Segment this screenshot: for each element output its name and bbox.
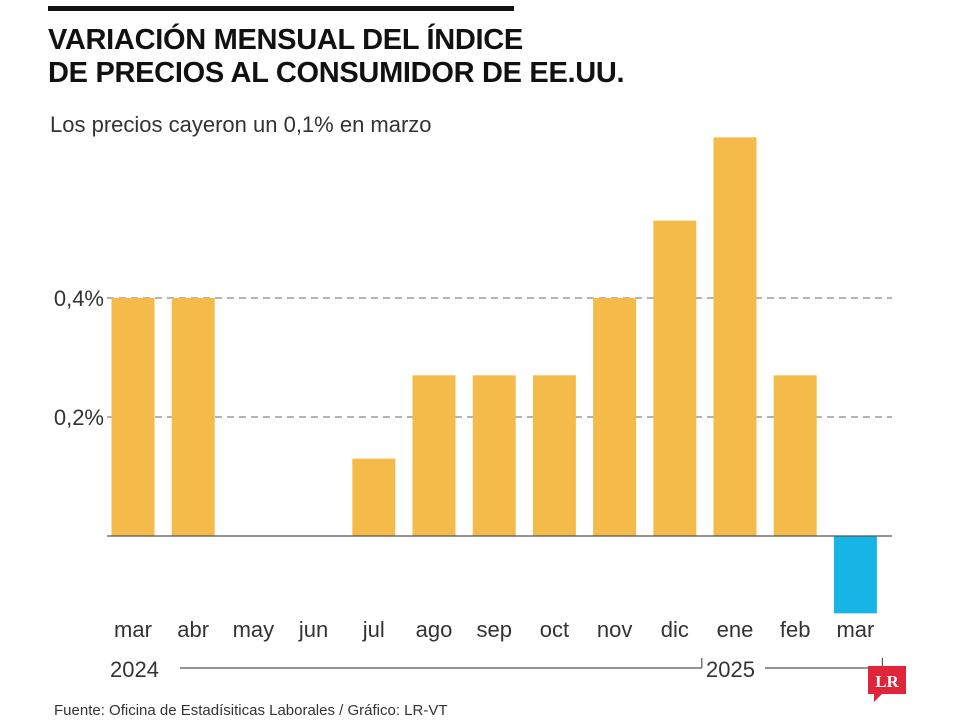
chart-subtitle: Los precios cayeron un 0,1% en marzo: [50, 112, 432, 137]
chart-title-line-1: VARIACIÓN MENSUAL DEL ÍNDICE: [48, 24, 523, 56]
y-tick-label: 0,2%: [54, 405, 104, 430]
x-tick-label: may: [233, 617, 275, 642]
x-tick-label: nov: [597, 617, 632, 642]
bar: [713, 137, 757, 536]
x-tick-label: jun: [298, 617, 328, 642]
x-tick-label: dic: [661, 617, 689, 642]
x-tick-label: ago: [416, 617, 453, 642]
y-tick-label: 0,4%: [54, 286, 104, 311]
bar: [111, 298, 155, 536]
bar: [171, 298, 215, 536]
bar: [773, 375, 817, 536]
bar: [593, 298, 637, 536]
x-tick-label: feb: [780, 617, 811, 642]
source-note: Fuente: Oficina de Estadísiticas Laboral…: [54, 702, 448, 719]
year-label: 2025: [706, 657, 755, 682]
x-tick-label: abr: [177, 617, 209, 642]
chart-title: VARIACIÓN MENSUAL DEL ÍNDICE DE PRECIOS …: [48, 24, 748, 90]
x-tick-label: sep: [476, 617, 511, 642]
logo-text: LR: [875, 672, 899, 691]
bar: [352, 458, 396, 536]
x-tick-label: jul: [362, 617, 385, 642]
x-tick-label: mar: [836, 617, 874, 642]
bar: [532, 375, 576, 536]
bar: [833, 536, 877, 614]
bar: [472, 375, 516, 536]
chart-title-line-2: DE PRECIOS AL CONSUMIDOR DE EE.UU.: [48, 57, 625, 89]
lr-logo: LR: [868, 666, 906, 702]
bar: [653, 220, 697, 536]
bar: [412, 375, 456, 536]
x-tick-label: ene: [717, 617, 754, 642]
top-rule: [48, 6, 514, 11]
year-label: 2024: [110, 657, 159, 682]
x-tick-label: mar: [114, 617, 152, 642]
x-tick-label: oct: [540, 617, 569, 642]
